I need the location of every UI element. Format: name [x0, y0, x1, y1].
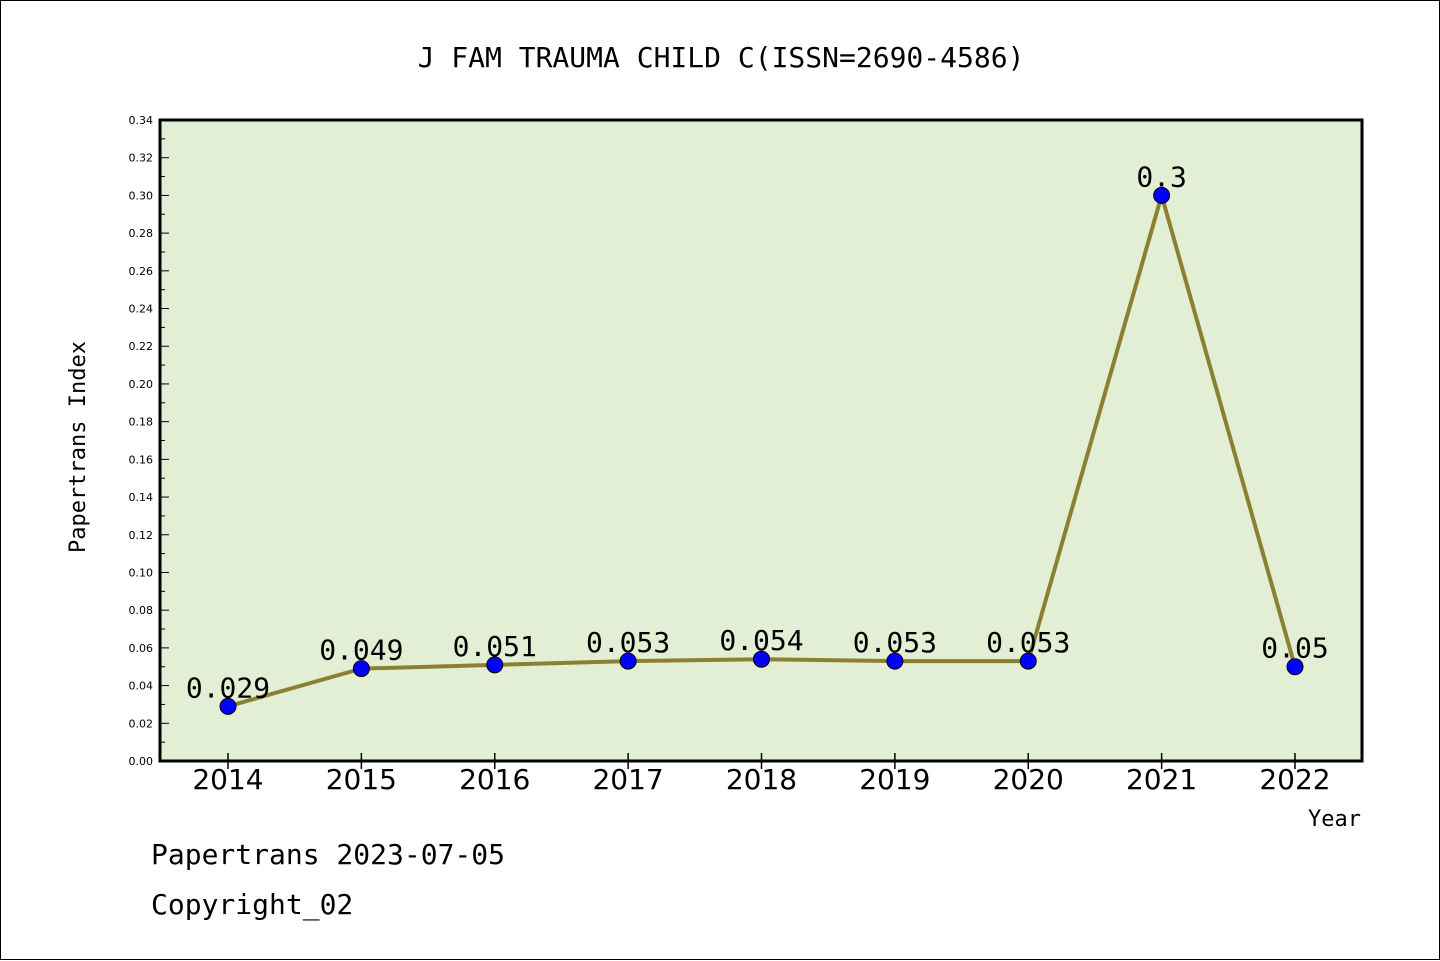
data-point: [219, 697, 237, 715]
data-label: 0.049: [319, 634, 403, 667]
y-axis-label: Papertrans Index: [66, 341, 91, 553]
data-label: 0.051: [453, 630, 537, 663]
data-point: [1286, 658, 1304, 676]
data-label: 0.029: [186, 671, 270, 704]
y-tick-label: 0.10: [129, 566, 154, 579]
y-tick-label: 0.00: [129, 755, 154, 768]
y-axis-ticks: 0.00 0.02 0.04 0.06 0.08 0.10 0.12 0.14 0.16 0.18…: [129, 114, 169, 768]
y-tick-label: 0.12: [129, 529, 154, 542]
x-tick-label: 2019: [859, 763, 930, 796]
x-tick-label: 2014: [192, 763, 263, 796]
x-tick-label: 2016: [459, 763, 530, 796]
data-label: 0.053: [853, 626, 937, 659]
x-tick-label: 2018: [726, 763, 797, 796]
data-labels: 0.029 0.049 0.051 0.053 0.054 0.053 0.053 0.3 0.…: [186, 160, 1329, 704]
data-point: [1019, 652, 1037, 670]
footer-source: Papertrans 2023-07-05: [151, 838, 505, 871]
x-tick-label: 2015: [326, 763, 397, 796]
data-label: 0.053: [586, 626, 670, 659]
y-tick-label: 0.02: [129, 717, 154, 730]
y-tick-label: 0.34: [129, 114, 154, 127]
data-point: [1153, 186, 1171, 204]
y-tick-label: 0.08: [129, 604, 154, 617]
data-markers: [219, 186, 1304, 715]
x-tick-label: 2021: [1126, 763, 1197, 796]
y-tick-label: 0.22: [129, 340, 154, 353]
data-label: 0.054: [719, 624, 803, 657]
y-tick-label: 0.06: [129, 642, 154, 655]
y-tick-label: 0.24: [129, 303, 154, 316]
y-tick-label: 0.20: [129, 378, 154, 391]
data-point: [486, 656, 504, 674]
x-tick-label: 2020: [993, 763, 1064, 796]
data-label: 0.3: [1136, 160, 1187, 193]
data-point: [619, 652, 637, 670]
y-tick-label: 0.32: [129, 152, 154, 165]
y-tick-label: 0.04: [129, 680, 154, 693]
x-axis-ticks: 2014 2015 2016 2017 2018 2019 2020 2021 2022: [192, 753, 1331, 796]
y-tick-label: 0.26: [129, 265, 154, 278]
chart-title: J FAM TRAUMA CHILD C(ISSN=2690-4586): [418, 41, 1025, 74]
x-axis-label: Year: [1308, 807, 1361, 832]
data-label: 0.05: [1261, 632, 1328, 665]
y-tick-label: 0.30: [129, 189, 154, 202]
footer-copyright: Copyright_02: [151, 888, 353, 922]
y-tick-label: 0.16: [129, 453, 154, 466]
y-tick-label: 0.14: [129, 491, 154, 504]
data-point: [753, 650, 770, 668]
data-point: [352, 660, 370, 678]
data-point: [886, 652, 904, 670]
data-label: 0.053: [986, 626, 1070, 659]
x-tick-label: 2017: [592, 763, 663, 796]
y-tick-label: 0.28: [129, 227, 154, 240]
y-tick-label: 0.18: [129, 416, 154, 429]
x-tick-label: 2022: [1259, 763, 1330, 796]
